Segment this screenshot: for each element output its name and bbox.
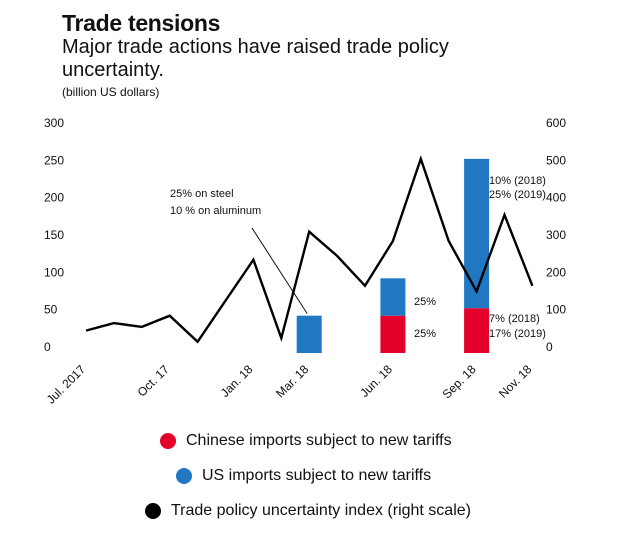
chart-subtitle: Major trade actions have raised trade po… bbox=[62, 36, 449, 81]
left-tick-label: 300 bbox=[44, 116, 64, 130]
right-tick-label: 500 bbox=[546, 153, 566, 167]
steel-annotation-leader bbox=[251, 227, 308, 314]
left-tick-label: 0 bbox=[44, 340, 51, 354]
legend-red-dot-icon bbox=[160, 433, 176, 449]
legend-label-us: US imports subject to new tariffs bbox=[202, 467, 432, 484]
left-tick-label: 50 bbox=[44, 303, 58, 317]
bar-us bbox=[464, 158, 490, 309]
right-tick-label: 600 bbox=[546, 116, 566, 130]
left-tick-label: 200 bbox=[44, 191, 64, 205]
annotation-sep-us-2018: 10% (2018) bbox=[489, 175, 546, 187]
right-tick-label: 200 bbox=[546, 265, 566, 279]
annotation-jun-cn: 25% bbox=[414, 328, 436, 340]
annotation-steel: 25% on steel bbox=[170, 188, 234, 200]
bar-chinese bbox=[464, 308, 490, 353]
left-axis-ticks: 0 50 100 150 200 250 300 bbox=[44, 116, 64, 354]
bar-chinese bbox=[380, 315, 406, 353]
x-tick-label: Jan. 18 bbox=[218, 362, 256, 400]
left-tick-label: 100 bbox=[44, 265, 64, 279]
x-tick-label: Mar. 18 bbox=[273, 362, 311, 400]
left-tick-label: 250 bbox=[44, 153, 64, 167]
legend-black-dot-icon bbox=[145, 503, 161, 519]
x-tick-label: Sep. 18 bbox=[440, 362, 479, 401]
right-axis-ticks: 0 100 200 300 400 500 600 bbox=[546, 116, 566, 354]
right-tick-label: 300 bbox=[546, 228, 566, 242]
x-tick-label: Oct. 17 bbox=[135, 362, 172, 399]
legend-label-chinese: Chinese imports subject to new tariffs bbox=[186, 432, 452, 449]
right-tick-label: 100 bbox=[546, 303, 566, 317]
legend-item-index: Trade policy uncertainty index (right sc… bbox=[145, 502, 471, 520]
legend-label-index: Trade policy uncertainty index (right sc… bbox=[171, 502, 471, 519]
right-tick-label: 0 bbox=[546, 340, 553, 354]
x-axis-ticks: Jul. 2017 Oct. 17 Jan. 18 Mar. 18 Jun. 18 Sep… bbox=[44, 362, 535, 407]
bar-us bbox=[380, 278, 406, 316]
annotation-sep-us-2019: 25% (2019) bbox=[489, 189, 546, 201]
annotation-sep-cn-2019: 17% (2019) bbox=[489, 328, 546, 340]
bars bbox=[296, 158, 490, 353]
annotation-jun-us: 25% bbox=[414, 296, 436, 308]
annotation-aluminum: 10 % on aluminum bbox=[170, 205, 261, 217]
chart-title: Trade tensions bbox=[62, 10, 221, 36]
x-tick-label: Jul. 2017 bbox=[44, 362, 89, 407]
right-tick-label: 400 bbox=[546, 191, 566, 205]
bar-us bbox=[296, 315, 322, 353]
x-tick-label: Nov. 18 bbox=[496, 362, 535, 401]
annotation-sep-cn-2018: 7% (2018) bbox=[489, 313, 540, 325]
legend-item-chinese: Chinese imports subject to new tariffs bbox=[160, 432, 452, 450]
uncertainty-index-line bbox=[85, 155, 534, 344]
unit-label: (billion US dollars) bbox=[62, 85, 160, 99]
legend-blue-dot-icon bbox=[176, 468, 192, 484]
chart-area: 0 50 100 150 200 250 300 0 100 200 300 400 500 600 J… bbox=[44, 116, 567, 407]
left-tick-label: 150 bbox=[44, 228, 64, 242]
x-tick-label: Jun. 18 bbox=[357, 362, 395, 400]
legend-item-us: US imports subject to new tariffs bbox=[176, 467, 431, 485]
